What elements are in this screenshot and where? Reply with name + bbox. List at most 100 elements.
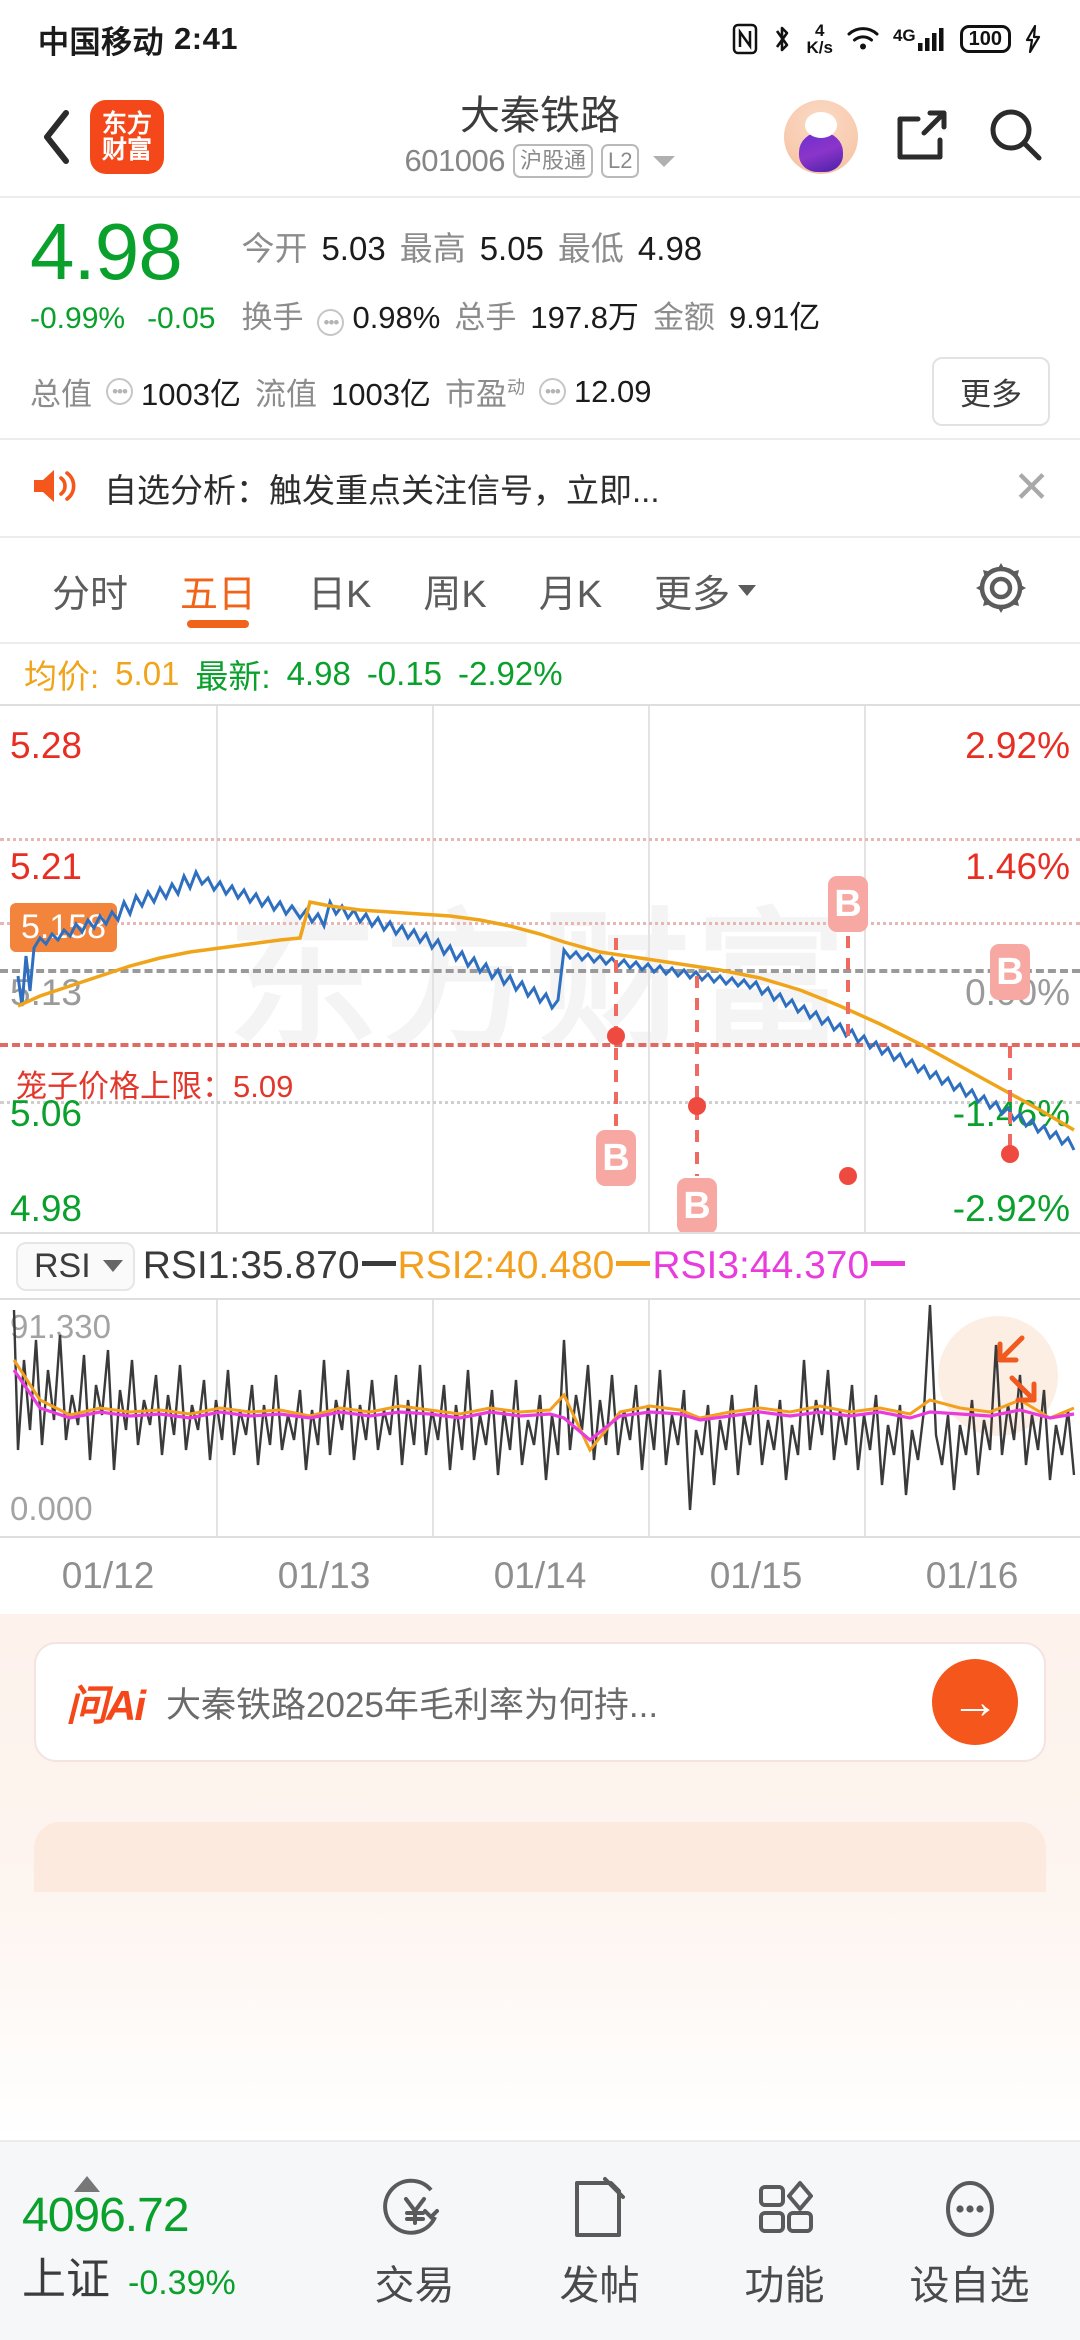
bottom-bar: 4096.72 上证 -0.39% 交易 发帖 功能 bbox=[0, 2140, 1080, 2340]
wifi-icon bbox=[846, 25, 880, 53]
rsi3-value: RSI3:44.370 bbox=[652, 1244, 870, 1287]
info-icon[interactable]: ••• bbox=[317, 309, 345, 336]
quote-main-row: 4.98 -0.99% -0.05 今开 5.03 最高 5.05 最低 4.9… bbox=[30, 212, 1050, 337]
tab-wuri[interactable]: 五日 bbox=[154, 538, 282, 642]
ai-question-card[interactable]: 问Ai 大秦铁路2025年毛利率为何持... → bbox=[34, 1642, 1046, 1762]
rsi-header: RSI RSI1:35.870 RSI2:40.480 RSI3:44.370 bbox=[0, 1234, 1080, 1298]
buy-marker[interactable]: B bbox=[596, 1130, 636, 1186]
buy-marker[interactable]: B bbox=[990, 944, 1030, 1000]
avg-line bbox=[17, 899, 1075, 1132]
status-right: 4 K/s 4G 100 bbox=[732, 22, 1042, 56]
price-chart[interactable]: 东方财富 5.28 2.92% 5.21 1.46% 5.13 0.00% 5.… bbox=[0, 704, 1080, 1234]
pe-superscript: 动 bbox=[506, 377, 525, 398]
cage-limit-line bbox=[0, 1042, 1080, 1047]
rsi-values-row: RSI1:35.870 RSI2:40.480 RSI3:44.370 bbox=[143, 1244, 907, 1288]
gear-icon[interactable] bbox=[972, 559, 1054, 622]
tab-more[interactable]: 更多 bbox=[628, 538, 782, 642]
index-value-row bbox=[22, 2175, 322, 2192]
grid-icon bbox=[749, 2171, 821, 2247]
search-icon[interactable] bbox=[986, 106, 1044, 169]
rsi1-swatch bbox=[361, 1261, 396, 1267]
notice-banner[interactable]: 自选分析：触发重点关注信号，立即... ✕ bbox=[0, 440, 1080, 536]
notice-divider bbox=[0, 536, 1080, 538]
y-axis-label-left: 5.06 bbox=[10, 1093, 83, 1135]
nav-label-watchlist: 设自选 bbox=[909, 2264, 1030, 2308]
low-label: 最低 bbox=[557, 230, 624, 267]
rsi-chart[interactable]: 91.330 0.000 bbox=[0, 1298, 1080, 1538]
nav-item-function[interactable]: 功能 bbox=[692, 2171, 877, 2311]
close-icon[interactable]: ✕ bbox=[1013, 463, 1050, 512]
y-axis-label-right: -2.92% bbox=[952, 1187, 1070, 1229]
open-value: 5.03 bbox=[321, 230, 386, 267]
chevron-down-icon[interactable] bbox=[653, 155, 676, 167]
nav-label-post: 发帖 bbox=[559, 2264, 640, 2308]
yuan-circle-icon bbox=[379, 2171, 451, 2247]
info-icon[interactable]: ••• bbox=[106, 378, 133, 405]
avatar[interactable] bbox=[784, 100, 858, 174]
chart-tabs: 分时 五日 日K 周K 月K 更多 bbox=[0, 538, 1080, 642]
low-value: 4.98 bbox=[637, 230, 703, 267]
more-button[interactable]: 更多 bbox=[932, 357, 1050, 426]
eastmoney-logo[interactable]: 东方 财富 bbox=[90, 100, 164, 174]
index-meta-row: 上证 -0.39% bbox=[22, 2243, 322, 2307]
x-axis-label: 01/13 bbox=[277, 1555, 371, 1596]
ai-secondary-card-peek[interactable] bbox=[34, 1822, 1046, 1892]
float-cap-value: 1003亿 bbox=[330, 377, 431, 412]
index-widget[interactable]: 4096.72 上证 -0.39% bbox=[22, 2175, 322, 2307]
more-dots-icon bbox=[934, 2171, 1006, 2247]
buy-marker[interactable]: B bbox=[677, 1178, 717, 1232]
turnover-label: 换手 bbox=[241, 300, 304, 335]
change-row: -0.99% -0.05 bbox=[30, 302, 215, 336]
rsi2-value: RSI2:40.480 bbox=[397, 1244, 615, 1287]
amount-label: 金额 bbox=[652, 300, 715, 335]
mobile-network-label: 4G bbox=[892, 26, 916, 45]
chart-legend-row: 均价: 5.01 最新: 4.98 -0.15 -2.92% bbox=[0, 642, 1080, 704]
rsi-series-svg bbox=[12, 1304, 1076, 1511]
stock-code-label: 601006 bbox=[404, 143, 506, 178]
clock-label: 2:41 bbox=[174, 21, 239, 56]
change-percent: -0.99% bbox=[30, 302, 126, 335]
x-axis: 01/12 01/13 01/14 01/15 01/16 bbox=[0, 1538, 1080, 1614]
market-tag-badge: 沪股通 bbox=[512, 144, 593, 178]
info-icon[interactable]: ••• bbox=[538, 378, 566, 405]
avg-ref-line bbox=[0, 921, 1080, 925]
indicator-selector[interactable]: RSI bbox=[16, 1241, 135, 1291]
chart-gridline-h bbox=[0, 837, 1080, 841]
legend-last-value: 4.98 bbox=[286, 655, 351, 692]
avg-price-value: 5.01 bbox=[115, 655, 180, 692]
rsi2-swatch bbox=[616, 1261, 651, 1267]
arrow-right-icon[interactable]: → bbox=[932, 1659, 1018, 1745]
tab-yuek[interactable]: 月K bbox=[538, 573, 603, 616]
turnover-value: 0.98% bbox=[352, 300, 441, 335]
tab-rik[interactable]: 日K bbox=[308, 573, 372, 616]
buy-marker[interactable]: B bbox=[828, 876, 868, 932]
x-axis-label: 01/15 bbox=[709, 1555, 803, 1596]
logo-line-1: 东方 bbox=[101, 109, 152, 138]
notice-text: 自选分析：触发重点关注信号，立即... bbox=[104, 472, 660, 509]
index-name: 上证 bbox=[22, 2254, 110, 2304]
avg-price-label: 均价: bbox=[24, 658, 100, 695]
x-axis-label: 01/16 bbox=[925, 1555, 1019, 1596]
bluetooth-icon bbox=[771, 23, 793, 55]
change-absolute: -0.05 bbox=[147, 302, 216, 335]
tab-zhouk[interactable]: 周K bbox=[423, 573, 487, 616]
nav-item-trade[interactable]: 交易 bbox=[322, 2171, 507, 2311]
high-label: 最高 bbox=[399, 230, 466, 267]
app-header: 东方 财富 大秦铁路 601006 沪股通 L2 bbox=[0, 78, 1080, 196]
chart-gridline-h bbox=[0, 1100, 1080, 1104]
pe-value: 12.09 bbox=[573, 373, 652, 409]
level-tag-badge: L2 bbox=[600, 144, 640, 178]
share-button[interactable] bbox=[894, 107, 950, 168]
tab-fenshi[interactable]: 分时 bbox=[52, 573, 129, 616]
nav-item-post[interactable]: 发帖 bbox=[507, 2171, 692, 2311]
header-divider bbox=[0, 196, 1080, 198]
rsi3-line bbox=[12, 1369, 1075, 1443]
indicator-selector-label: RSI bbox=[34, 1246, 91, 1285]
rsi1-value: RSI1:35.870 bbox=[142, 1244, 360, 1287]
quote-panel: 4.98 -0.99% -0.05 今开 5.03 最高 5.05 最低 4.9… bbox=[0, 198, 1080, 438]
nav-item-watchlist[interactable]: 设自选 bbox=[877, 2171, 1062, 2311]
nfc-icon bbox=[732, 23, 758, 55]
rsi2-line bbox=[12, 1359, 1075, 1453]
back-button[interactable] bbox=[30, 107, 84, 167]
